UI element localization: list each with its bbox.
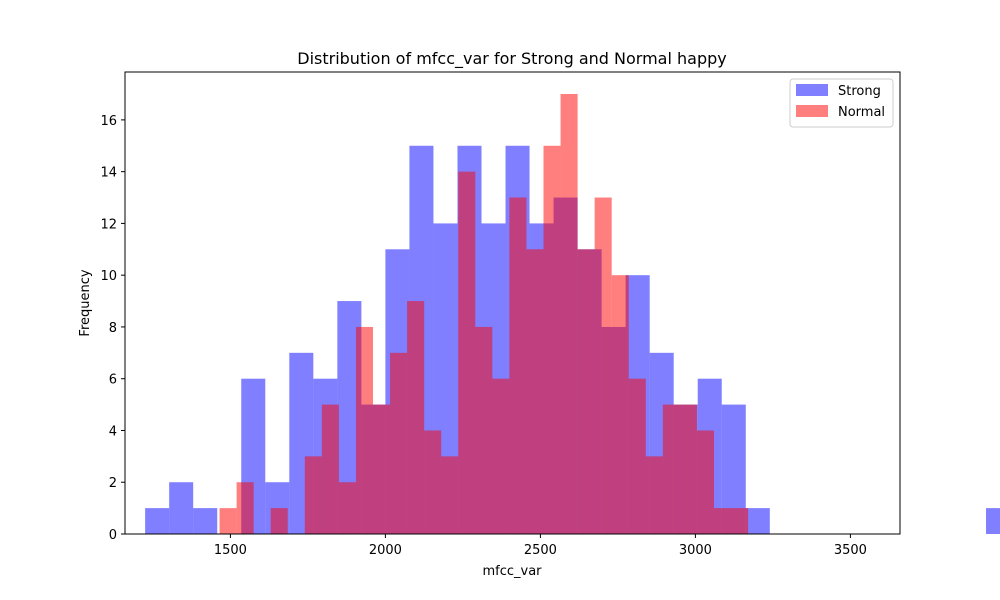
y-tick-label: 16 (100, 114, 117, 129)
bar-normal-12 (424, 430, 442, 534)
x-tick-label: 1500 (214, 543, 247, 558)
bar-normal-18 (526, 249, 544, 534)
bar-strong-25 (745, 508, 770, 534)
y-tick-label: 10 (100, 269, 117, 284)
bar-normal-24 (628, 378, 646, 534)
legend-label-normal: Normal (838, 105, 885, 120)
plot-frame (124, 71, 901, 535)
legend-label-strong: Strong (838, 84, 881, 99)
x-tick-label: 2500 (524, 543, 557, 558)
bar-strong-2 (193, 508, 218, 534)
bar-normal-6 (321, 404, 339, 534)
bar-normal-5 (304, 456, 322, 534)
y-tick-label: 4 (109, 424, 117, 439)
bar-normal-11 (407, 301, 425, 534)
y-axis-label: Frequency (78, 269, 93, 336)
y-tick-label: 12 (100, 217, 117, 232)
bar-normal-30 (731, 508, 749, 534)
bar-normal-10 (390, 352, 408, 534)
bar-normal-0 (219, 508, 237, 534)
y-tick-label: 0 (109, 528, 117, 543)
bar-normal-28 (696, 430, 714, 534)
bar-strong-35 (986, 508, 1000, 534)
bar-normal-20 (560, 94, 578, 534)
bar-strong-1 (169, 482, 194, 534)
bar-normal-22 (594, 197, 612, 534)
bar-normal-27 (679, 404, 697, 534)
bar-normal-7 (338, 482, 356, 534)
bar-normal-23 (611, 275, 629, 534)
bar-normal-19 (543, 145, 561, 534)
x-tick-label: 3000 (679, 543, 712, 558)
bar-normal-15 (475, 326, 493, 534)
bar-normal-29 (714, 508, 732, 534)
bar-normal-17 (509, 197, 527, 534)
legend-swatch-strong (796, 84, 828, 96)
y-tick-label: 6 (109, 373, 117, 388)
bar-normal-3 (270, 508, 288, 534)
bar-normal-13 (441, 456, 459, 534)
bar-normal-9 (373, 404, 391, 534)
y-tick-label: 14 (100, 166, 117, 181)
y-tick-label: 2 (109, 476, 117, 491)
bar-normal-16 (492, 378, 510, 534)
y-tick-label: 8 (109, 321, 117, 336)
x-tick-label: 2000 (369, 543, 402, 558)
bar-normal-14 (458, 171, 476, 534)
bar-normal-21 (577, 249, 595, 534)
x-axis-label: mfcc_var (482, 564, 542, 579)
bar-normal-1 (236, 482, 254, 534)
bar-normal-26 (662, 404, 680, 534)
legend-swatch-normal (796, 105, 828, 117)
bar-strong-0 (145, 508, 170, 534)
legend: Strong Normal (789, 78, 894, 128)
bar-normal-25 (645, 456, 663, 534)
bar-normal-8 (355, 326, 373, 534)
chart-title: Distribution of mfcc_var for Strong and … (297, 49, 727, 69)
x-tick-label: 3500 (834, 543, 867, 558)
